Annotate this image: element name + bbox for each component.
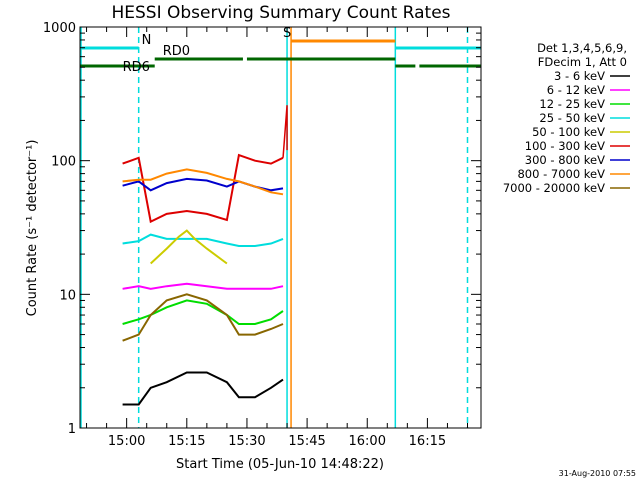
legend-label: 25 - 50 keV — [539, 111, 605, 125]
legend-label: 800 - 7000 keV — [517, 167, 605, 181]
series-spike — [282, 105, 288, 158]
y-tick-label: 10 — [59, 288, 76, 303]
y-axis-label: Count Rate (s⁻¹ detector⁻¹) — [25, 140, 40, 317]
chart-title: HESSI Observing Summary Count Rates — [111, 3, 450, 23]
legend-label: 50 - 100 keV — [532, 125, 605, 139]
legend-label: 300 - 800 keV — [525, 153, 605, 167]
x-tick-label: 15:15 — [168, 434, 205, 449]
series-lines — [122, 105, 288, 406]
y-tick-label: 1000 — [43, 21, 76, 36]
flag-s-label: S — [283, 26, 291, 41]
x-axis-label: Start Time (05-Jun-10 14:48:22) — [176, 457, 384, 472]
x-axis-ticks: 15:00 15:15 15:30 15:45 16:00 16:15 — [86, 27, 468, 449]
annotation-lines — [80, 27, 469, 428]
footer-timestamp: 31-Aug-2010 07:55 — [559, 469, 636, 478]
series-line-0 — [122, 371, 284, 406]
series-line-8 — [122, 293, 284, 342]
plot-frame — [79, 26, 482, 429]
flag-rd6-label: RD6 — [123, 60, 150, 75]
series-line-2 — [122, 299, 284, 325]
flag-n-label: N — [142, 33, 152, 48]
legend-label: 100 - 300 keV — [525, 139, 605, 153]
y-tick-label: 100 — [51, 155, 76, 170]
y-tick-label: 1 — [68, 422, 76, 437]
x-tick-label: 15:00 — [108, 434, 145, 449]
legend-header: FDecim 1, Att 0 — [538, 55, 627, 69]
series-line-4 — [150, 229, 228, 265]
series-line-5 — [122, 153, 284, 224]
legend: Det 1,3,4,5,6,9,FDecim 1, Att 03 - 6 keV… — [503, 41, 630, 195]
series-line-7 — [122, 168, 284, 196]
x-tick-label: 16:15 — [409, 434, 446, 449]
x-tick-label: 15:30 — [228, 434, 265, 449]
legend-label: 6 - 12 keV — [547, 83, 605, 97]
flag-bars: N S RD0 RD6 — [80, 26, 481, 75]
x-tick-label: 15:45 — [288, 434, 325, 449]
y-axis-ticks: 1 10 100 1000 — [43, 21, 481, 437]
flag-rd0-label: RD0 — [163, 44, 190, 59]
legend-label: 7000 - 20000 keV — [503, 181, 605, 195]
legend-label: 12 - 25 keV — [539, 97, 605, 111]
x-tick-label: 16:00 — [349, 434, 386, 449]
legend-label: 3 - 6 keV — [554, 69, 605, 83]
legend-header: Det 1,3,4,5,6,9, — [537, 41, 627, 55]
series-line-1 — [122, 282, 284, 290]
series-line-3 — [122, 233, 284, 247]
